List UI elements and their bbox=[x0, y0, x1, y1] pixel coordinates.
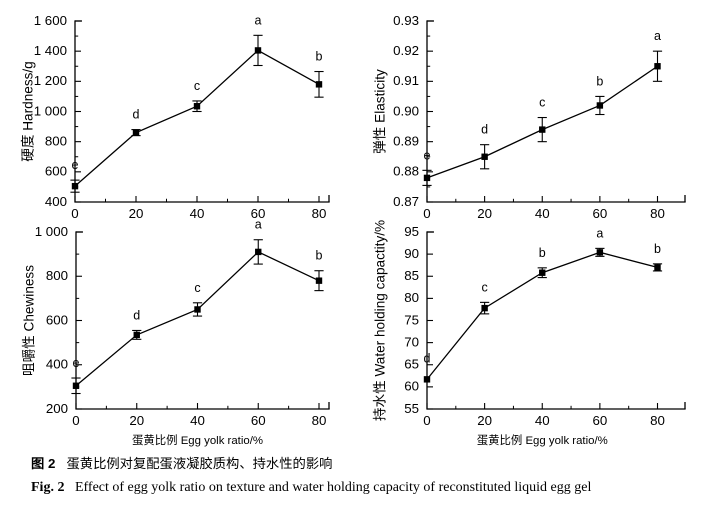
svg-text:65: 65 bbox=[404, 357, 419, 372]
svg-text:80: 80 bbox=[312, 206, 327, 221]
svg-text:90: 90 bbox=[404, 246, 419, 261]
svg-text:60: 60 bbox=[592, 413, 607, 428]
svg-text:d: d bbox=[481, 123, 488, 137]
svg-text:60: 60 bbox=[251, 413, 266, 428]
svg-text:b: b bbox=[654, 242, 661, 256]
svg-text:0.87: 0.87 bbox=[393, 194, 419, 209]
svg-text:a: a bbox=[596, 226, 603, 240]
svg-text:0.90: 0.90 bbox=[393, 103, 419, 118]
svg-text:d: d bbox=[133, 308, 140, 322]
svg-text:40: 40 bbox=[190, 413, 205, 428]
svg-text:c: c bbox=[194, 79, 200, 93]
svg-text:咀嚼性 Chewiness: 咀嚼性 Chewiness bbox=[22, 265, 37, 376]
svg-text:0.88: 0.88 bbox=[393, 164, 419, 179]
svg-text:40: 40 bbox=[190, 206, 205, 221]
svg-text:40: 40 bbox=[535, 206, 550, 221]
svg-text:80: 80 bbox=[650, 413, 665, 428]
svg-text:b: b bbox=[539, 246, 546, 260]
svg-text:硬度 Hardness/g: 硬度 Hardness/g bbox=[21, 61, 36, 161]
svg-text:800: 800 bbox=[46, 268, 68, 283]
svg-text:0: 0 bbox=[423, 206, 430, 221]
svg-text:弹性 Elasticity: 弹性 Elasticity bbox=[373, 69, 388, 154]
svg-text:e: e bbox=[424, 148, 431, 162]
svg-text:蛋黄比例 Egg yolk ratio/%: 蛋黄比例 Egg yolk ratio/% bbox=[132, 433, 263, 447]
svg-text:75: 75 bbox=[404, 312, 419, 327]
svg-text:a: a bbox=[654, 29, 661, 43]
svg-text:a: a bbox=[255, 13, 262, 27]
svg-text:20: 20 bbox=[129, 206, 144, 221]
svg-text:800: 800 bbox=[45, 133, 67, 148]
svg-text:20: 20 bbox=[477, 413, 492, 428]
svg-text:c: c bbox=[481, 280, 487, 294]
svg-text:400: 400 bbox=[46, 357, 68, 372]
svg-text:600: 600 bbox=[45, 164, 67, 179]
svg-text:55: 55 bbox=[404, 401, 419, 416]
svg-text:400: 400 bbox=[45, 194, 67, 209]
svg-text:1 000: 1 000 bbox=[35, 224, 68, 239]
svg-text:0: 0 bbox=[423, 413, 430, 428]
svg-text:蛋黄比例 Egg yolk ratio/%: 蛋黄比例 Egg yolk ratio/% bbox=[477, 433, 608, 447]
svg-text:40: 40 bbox=[535, 413, 550, 428]
svg-text:e: e bbox=[72, 158, 79, 172]
svg-text:b: b bbox=[316, 249, 323, 263]
svg-text:1 000: 1 000 bbox=[34, 103, 67, 118]
svg-text:600: 600 bbox=[46, 312, 68, 327]
svg-text:0: 0 bbox=[71, 206, 78, 221]
svg-text:85: 85 bbox=[404, 268, 419, 283]
svg-text:60: 60 bbox=[592, 206, 607, 221]
svg-text:1 600: 1 600 bbox=[34, 13, 67, 28]
svg-text:70: 70 bbox=[404, 334, 419, 349]
svg-text:0: 0 bbox=[72, 413, 79, 428]
svg-text:0.93: 0.93 bbox=[393, 13, 419, 28]
svg-text:80: 80 bbox=[650, 206, 665, 221]
svg-text:b: b bbox=[596, 74, 603, 88]
svg-text:a: a bbox=[255, 218, 262, 232]
svg-text:e: e bbox=[73, 356, 80, 370]
svg-text:持水性 Water holding capactity/%: 持水性 Water holding capactity/% bbox=[373, 220, 388, 421]
svg-text:d: d bbox=[133, 108, 140, 122]
svg-text:20: 20 bbox=[129, 413, 144, 428]
svg-text:d: d bbox=[424, 351, 431, 365]
svg-text:0.92: 0.92 bbox=[393, 43, 419, 58]
svg-text:60: 60 bbox=[404, 379, 419, 394]
svg-text:c: c bbox=[194, 281, 200, 295]
svg-text:80: 80 bbox=[312, 413, 327, 428]
svg-text:1 400: 1 400 bbox=[34, 43, 67, 58]
svg-text:c: c bbox=[539, 96, 545, 110]
svg-text:0.91: 0.91 bbox=[393, 73, 419, 88]
svg-text:b: b bbox=[316, 50, 323, 64]
svg-text:0.89: 0.89 bbox=[393, 133, 419, 148]
svg-text:20: 20 bbox=[477, 206, 492, 221]
svg-text:80: 80 bbox=[404, 290, 419, 305]
svg-text:1 200: 1 200 bbox=[34, 73, 67, 88]
svg-text:200: 200 bbox=[46, 401, 68, 416]
svg-text:95: 95 bbox=[404, 224, 419, 239]
